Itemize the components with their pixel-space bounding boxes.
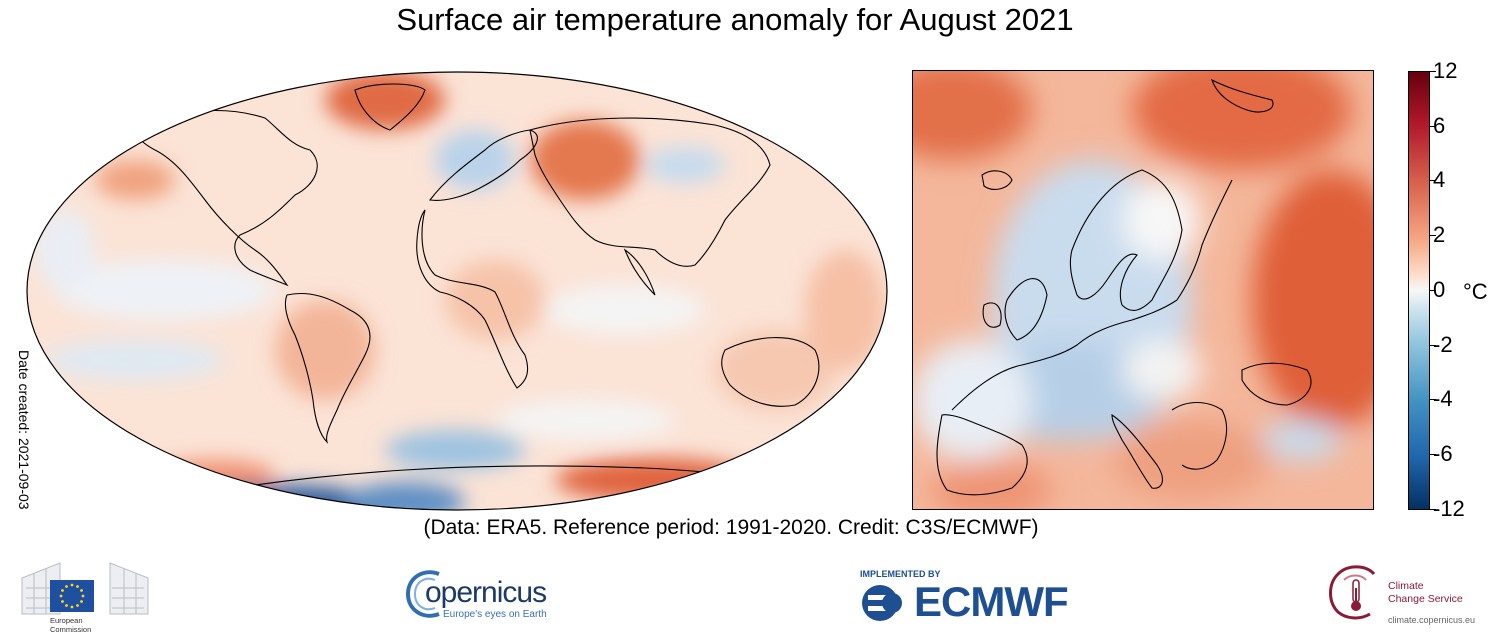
europe-coast (428, 129, 538, 201)
british-isles-coast (1004, 278, 1048, 341)
colorbar-tick-label: 6 (1433, 113, 1446, 138)
colorbar-tick-label: -2 (1433, 332, 1453, 357)
colorbar-tick (1430, 399, 1436, 400)
colorbar-tick (1430, 345, 1436, 346)
ireland-coast (982, 302, 1002, 328)
world-anomaly-map (26, 71, 888, 511)
ecmwf-wordmark: ECMWF (914, 578, 1069, 625)
european-commission-logo: European Commission (20, 558, 150, 643)
europe-coastlines (936, 78, 1312, 496)
iceland-coast (981, 170, 1013, 190)
world-anomaly-field (35, 72, 885, 510)
eu-building-icon (21, 562, 149, 615)
credit-line: (Data: ERA5. Reference period: 1991-2020… (423, 516, 1039, 539)
copernicus-wordmark: opernicus (425, 576, 547, 609)
colorbar-tick-label: -12 (1433, 496, 1465, 521)
colorbar (1408, 71, 1430, 510)
ecmwf-symbol-icon (862, 585, 908, 621)
europe-anomaly-field (912, 70, 1374, 510)
europe-map-border (912, 70, 1374, 510)
copernicus-c-icon (405, 570, 440, 618)
c3s-name-line2: Change Service (1388, 593, 1463, 605)
page-title: Surface air temperature anomaly for Augu… (396, 2, 1074, 37)
colorbar-tick (1430, 180, 1436, 181)
colorbar-tick-label: 12 (1433, 58, 1458, 83)
ecmwf-logo: IMPLEMENTED BY ECMWF (858, 569, 1088, 625)
colorbar-tick (1430, 509, 1436, 510)
italy-coast (1111, 413, 1163, 489)
arctic-island-coast (1211, 78, 1274, 113)
thermometer-icon (1329, 565, 1376, 620)
copernicus-tagline: Europe's eyes on Earth (443, 609, 547, 620)
colorbar-tick-label: 4 (1433, 167, 1446, 192)
colorbar-tick (1430, 71, 1436, 72)
colorbar-tick-label: -6 (1433, 441, 1453, 466)
europe-africa-coast (416, 209, 529, 389)
south-america-coast (284, 292, 371, 444)
scandinavia-coast (1069, 169, 1183, 311)
europe-anomaly-map (912, 70, 1374, 510)
iberia-coast (936, 414, 1028, 496)
colorbar-unit: °C (1463, 279, 1488, 304)
ecmwf-implemented-by: IMPLEMENTED BY (860, 569, 941, 579)
c3s-name-line1: Climate (1388, 580, 1424, 592)
colorbar-tick (1430, 454, 1436, 455)
copernicus-logo: opernicus Europe's eyes on Earth (405, 564, 585, 624)
colorbar-tick (1430, 235, 1436, 236)
world-map-border (26, 71, 888, 511)
continental-coast (951, 179, 1233, 411)
colorbar-tick-label: 0 (1433, 277, 1446, 302)
climate-change-service-logo: Climate Change Service climate.copernicu… (1326, 562, 1496, 632)
balkans-coast (1171, 401, 1228, 470)
black-sea-coast (1241, 362, 1312, 406)
colorbar-tick-label: -4 (1433, 386, 1453, 411)
colorbar-tick-label: 2 (1433, 222, 1446, 247)
greenland-coast (354, 83, 426, 131)
ec-wordmark: European Commission (50, 616, 92, 634)
colorbar-tick (1430, 126, 1436, 127)
asia-coast (529, 117, 771, 267)
north-america-coast (137, 109, 318, 287)
india-coast (623, 248, 656, 296)
colorbar-tick (1430, 290, 1436, 291)
australia-coast (721, 337, 820, 407)
c3s-url: climate.copernicus.eu (1388, 615, 1476, 625)
